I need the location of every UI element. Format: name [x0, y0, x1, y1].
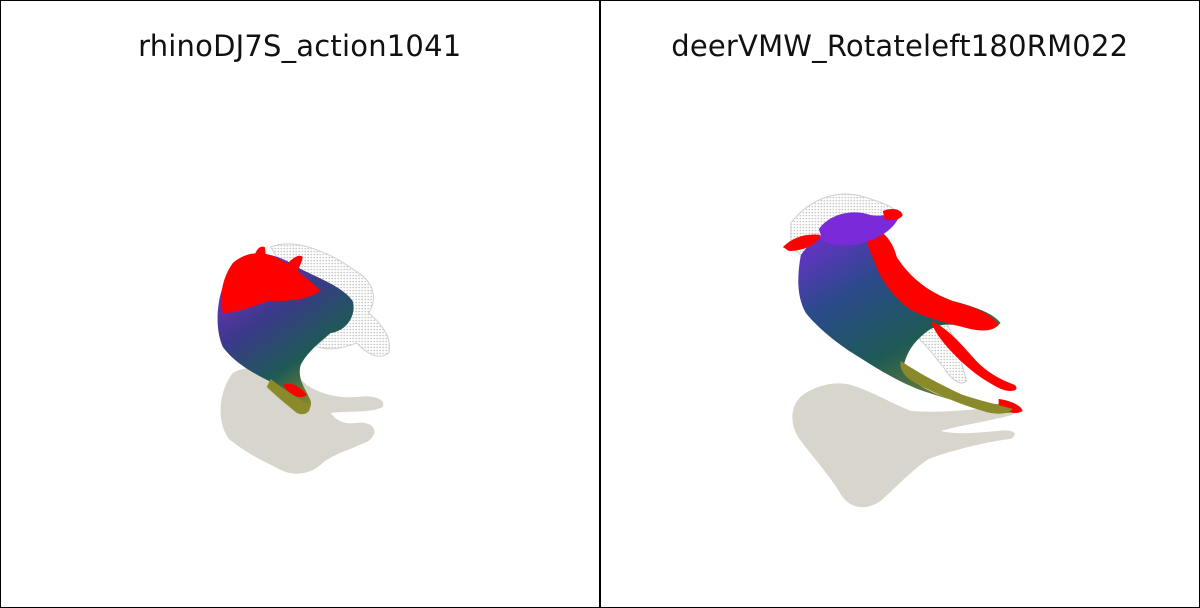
- deer-render: [782, 193, 1023, 508]
- deer-body: [797, 224, 1021, 413]
- rhino-red-back: [221, 253, 321, 313]
- deer-red-hind-leg: [930, 320, 1016, 392]
- shadow: [791, 383, 1015, 508]
- shadow: [220, 367, 384, 474]
- rhino-render: [217, 243, 390, 474]
- rhino-red-foot: [282, 383, 307, 398]
- deer-red-snout: [882, 208, 903, 221]
- panel-left: rhinoDJ7S_action1041: [1, 1, 601, 607]
- rhino-red-horn: [282, 255, 303, 282]
- rhino-red-ear: [252, 246, 266, 272]
- deer-leg-front: [899, 360, 1013, 414]
- deer-red-ear-left: [782, 234, 821, 252]
- deer-head: [818, 211, 901, 246]
- panel-title-right: deerVMW_Rotateleft180RM022: [671, 29, 1129, 63]
- panel-right: deerVMW_Rotateleft180RM022: [601, 1, 1200, 607]
- rhino-leg: [266, 378, 310, 415]
- panel-title-left: rhinoDJ7S_action1041: [138, 29, 462, 63]
